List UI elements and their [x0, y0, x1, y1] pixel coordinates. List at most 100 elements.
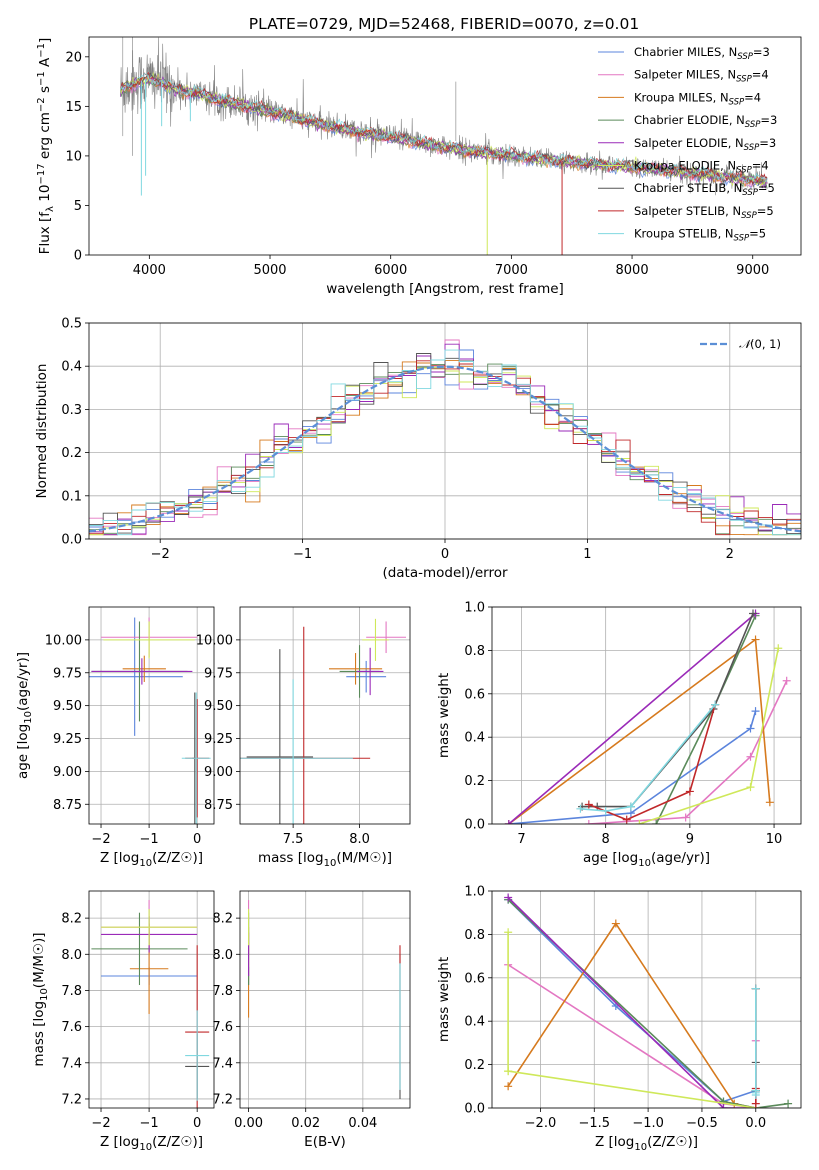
model-line-chab_stelib — [120, 72, 768, 186]
x-tick-label: −2 — [151, 547, 170, 562]
axes-frame — [239, 606, 411, 825]
x-axis-label: age [log10(age/yr)] — [583, 850, 710, 869]
x-tick-label: −2 — [91, 1116, 110, 1131]
plot-area — [504, 893, 793, 1108]
y-tick-label: 9.25 — [204, 732, 233, 747]
y-tick-label: 9.00 — [204, 765, 233, 780]
x-axis-label: E(B-V) — [304, 1134, 346, 1150]
weight-marker — [622, 815, 631, 824]
x-tick-label: 1 — [583, 547, 591, 562]
weight-marker — [746, 752, 755, 761]
weight-line-krou_elodie — [635, 644, 783, 824]
weight-marker — [584, 820, 593, 824]
errorbar-salp_elodie — [356, 647, 384, 696]
legend-label-salp_elodie: Salpeter ELODIE, NSSP=3 — [634, 136, 776, 153]
panel-residuals: −2 −1 0 1 2 0.0 0.1 0.2 0.3 0.4 0.5 (data-model)/er… — [34, 317, 802, 581]
legend-label-chab_miles: Chabrier MILES, NSSP=3 — [634, 45, 770, 62]
weight-line — [588, 704, 716, 821]
x-axis-label: mass [log10(M/M☉)] — [258, 850, 392, 869]
y-tick-label: 7.6 — [61, 1020, 82, 1035]
legend: Chabrier MILES, NSSP=3 Salpeter MILES, NS… — [598, 45, 777, 244]
weight-marker — [784, 1099, 793, 1108]
y-axis-label: mass weight — [436, 957, 452, 1042]
weight-marker — [681, 813, 690, 822]
y-tick-label: 9.75 — [204, 666, 233, 681]
y-axis-label: Flux [fλ 10−17 erg cm−2 s−1 A−1] — [36, 38, 56, 255]
y-tick-label: 10.00 — [45, 633, 82, 648]
axes-frame — [88, 36, 802, 256]
y-tick-label: 0.0 — [464, 1102, 485, 1117]
weight-marker — [751, 1086, 760, 1095]
weight-marker — [576, 804, 585, 813]
errorbar-krou_stelib — [185, 1010, 210, 1101]
axes-frame — [88, 890, 215, 1109]
y-tick-label: 0.2 — [464, 1058, 485, 1073]
model-line-krou_elodie — [120, 71, 768, 187]
axes-frame — [491, 606, 802, 825]
legend-label-krou_elodie: Kroupa ELODIE, NSSP=4 — [634, 159, 769, 176]
x-tick-label: −1 — [140, 832, 159, 847]
errorbar-salp_elodie — [91, 658, 193, 685]
y-tick-label: 9.00 — [53, 765, 82, 780]
x-axis-label: Z [log10(Z/Z☉)] — [100, 850, 203, 869]
weight-line-krou_stelib — [751, 984, 760, 1099]
x-tick-label: −1.5 — [578, 1116, 610, 1131]
y-tick-label: 7.4 — [212, 1056, 233, 1071]
panel-weight_vs_Z: −2.0 −1.5 −1.0 −0.5 0.0 0.0 0.2 0.4 0.6 0.8 1.0 Z [… — [436, 885, 802, 1153]
normal-reference-curve — [89, 365, 801, 533]
y-tick-label: 7.8 — [61, 984, 82, 999]
y-tick-label: 0.3 — [61, 403, 82, 418]
y-tick-label: 0.1 — [61, 489, 82, 504]
plot-area — [91, 900, 210, 1108]
x-tick-label: 0 — [193, 1116, 201, 1131]
y-tick-label: 0.2 — [61, 446, 82, 461]
plot-area — [89, 339, 801, 536]
y-tick-label: 0.4 — [61, 360, 82, 375]
weight-marker — [504, 1082, 513, 1091]
weight-marker — [652, 820, 661, 824]
x-axis-label: Z [log10(Z/Z☉)] — [595, 1134, 698, 1153]
x-axis-label: wavelength [Angstrom, rest frame] — [326, 281, 564, 297]
y-tick-label: 0.6 — [464, 971, 485, 986]
y-tick-label: 8.2 — [212, 912, 233, 927]
axes-frame — [88, 322, 802, 540]
axes-frame — [491, 890, 802, 1109]
weight-marker — [504, 893, 513, 902]
legend-label-chab_stelib: Chabrier STELIB, NSSP=5 — [634, 181, 775, 198]
model-line-salp_stelib — [120, 71, 768, 185]
y-tick-label: 1.0 — [464, 601, 485, 616]
weight-marker — [765, 798, 774, 807]
weight-line — [588, 680, 788, 824]
legend-label-krou_stelib: Kroupa STELIB, NSSP=5 — [634, 227, 766, 244]
plot-area — [240, 618, 407, 824]
legend-label-chab_elodie: Chabrier ELODIE, NSSP=3 — [634, 113, 777, 130]
legend-label-salp_stelib: Salpeter STELIB, NSSP=5 — [634, 204, 774, 221]
weight-marker — [774, 644, 783, 653]
legend-label-salp_miles: Salpeter MILES, NSSP=4 — [634, 68, 769, 85]
x-tick-label: −2.0 — [525, 1116, 557, 1131]
panel-age_vs_mass: 7.5 8.0 8.75 9.00 9.25 9.50 9.75 10.00 mass [log… — [196, 606, 411, 869]
plot-area — [120, 37, 768, 255]
figure-title: PLATE=0729, MJD=52468, FIBERID=0070, z=0… — [249, 15, 639, 33]
errorbar-salp_miles — [366, 621, 407, 654]
y-tick-label: 0.4 — [464, 1015, 485, 1030]
weight-marker — [746, 724, 755, 733]
weight-line — [508, 710, 757, 824]
errorbar-krou_miles — [122, 655, 166, 682]
weight-marker — [751, 1099, 760, 1108]
x-tick-label: 0 — [441, 547, 449, 562]
x-tick-label: −0.5 — [686, 1116, 718, 1131]
plot-area — [89, 617, 211, 824]
x-tick-label: −1 — [140, 1116, 159, 1131]
y-tick-label: 7.2 — [212, 1092, 233, 1107]
y-tick-label: 8.0 — [61, 948, 82, 963]
x-tick-label: 2 — [726, 547, 734, 562]
weight-marker — [626, 802, 635, 811]
weight-line — [507, 899, 789, 1108]
histogram-salp_stelib — [89, 360, 801, 536]
x-tick-label: −1 — [293, 547, 312, 562]
weight-line-salp_miles — [584, 676, 791, 824]
weight-marker — [504, 928, 513, 937]
weight-marker — [504, 1067, 513, 1076]
